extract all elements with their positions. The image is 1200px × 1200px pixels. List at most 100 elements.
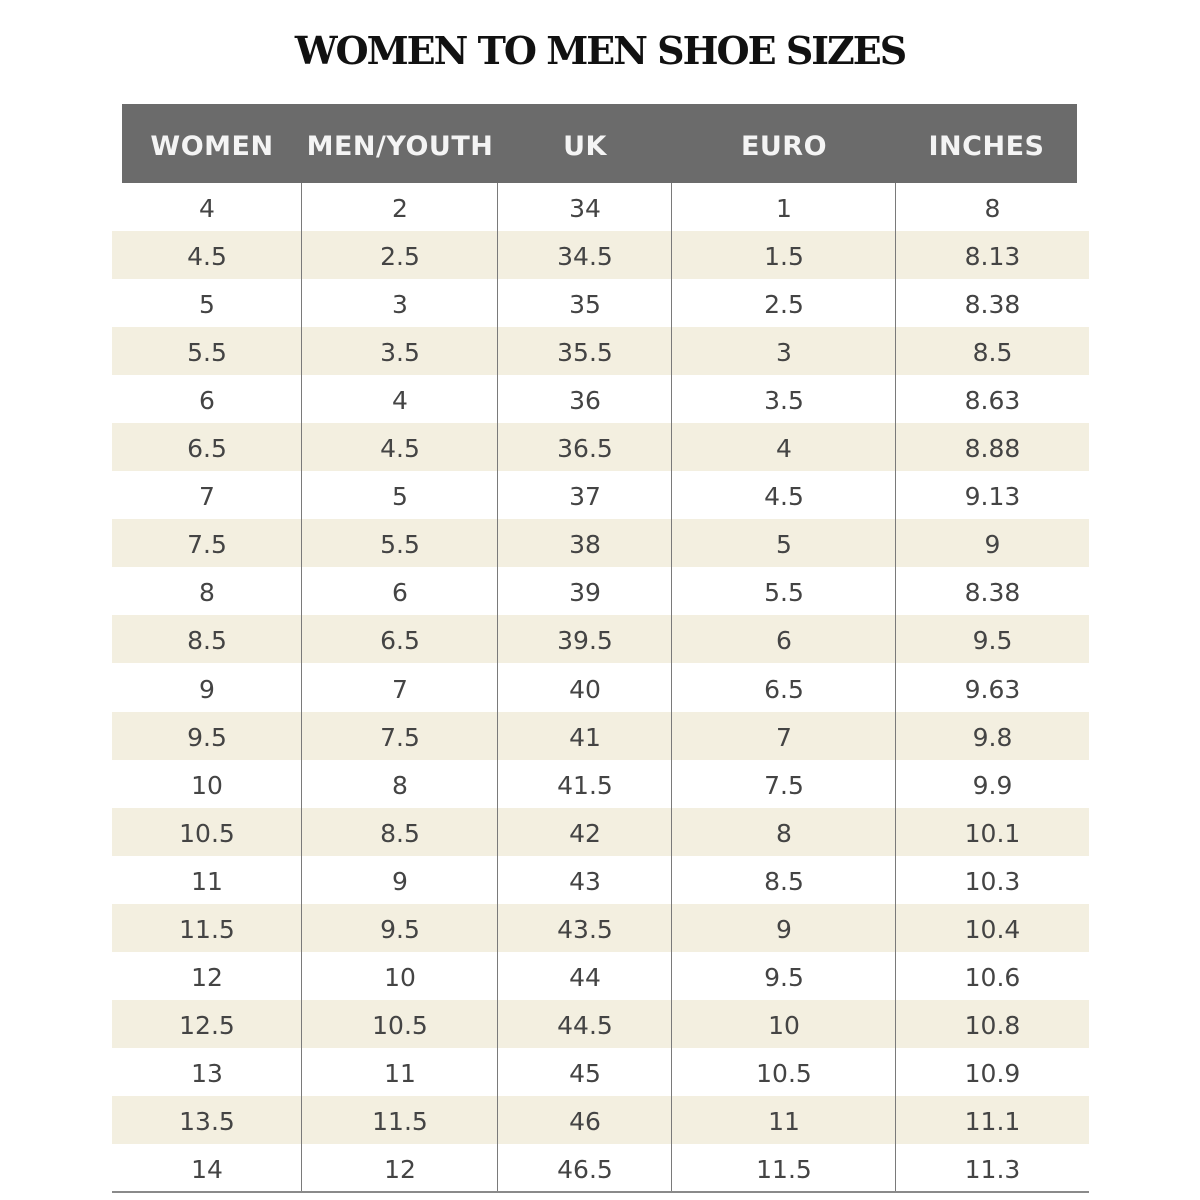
cell-inches: 9.8	[972, 722, 1013, 752]
cell-men-youth: 11	[384, 1058, 416, 1088]
column-header-women: WOMEN	[150, 131, 274, 162]
column-divider	[671, 183, 672, 1192]
column-divider	[301, 183, 302, 1192]
table-row: 5.5 3.5 35.5 3 8.5	[112, 327, 1089, 376]
cell-women: 6	[199, 386, 215, 416]
table-row: 9.5 7.5 41 7 9.8	[112, 711, 1089, 760]
cell-women: 6.5	[187, 434, 227, 464]
column-divider	[497, 183, 498, 1192]
table-row: 12 10 44 9.5 10.6	[112, 952, 1089, 1000]
cell-women: 5.5	[187, 338, 227, 368]
cell-men-youth: 3	[392, 290, 408, 320]
cell-uk: 43.5	[557, 914, 613, 944]
cell-euro: 3	[776, 338, 792, 368]
cell-euro: 4.5	[764, 482, 804, 512]
cell-uk: 34	[569, 194, 601, 223]
cell-men-youth: 8	[392, 770, 408, 800]
cell-men-youth: 9.5	[380, 914, 420, 944]
table-row: 4 2 34 1 8	[112, 183, 1089, 231]
table-body: 4 2 34 1 8 4.5 2.5 34.5 1.5 8.13 5 3 35 2.5 8.38 5.5 3.5…	[112, 183, 1089, 1192]
cell-euro: 5	[776, 530, 792, 560]
table-row: 8.5 6.5 39.5 6 9.5	[112, 615, 1089, 664]
cell-inches: 8.63	[964, 386, 1021, 416]
cell-inches: 8.88	[964, 434, 1021, 464]
cell-men-youth: 4.5	[380, 434, 420, 464]
page-title: WOMEN TO MEN SHOE SIZES	[294, 28, 907, 73]
table-row: 6.5 4.5 36.5 4 8.88	[112, 423, 1089, 472]
table-row: 10 8 41.5 7.5 9.9	[112, 760, 1089, 808]
cell-inches: 11.3	[964, 1155, 1021, 1184]
cell-uk: 46	[569, 1106, 601, 1136]
table-bottom-border	[112, 1191, 1089, 1193]
cell-euro: 7.5	[764, 770, 804, 800]
cell-inches: 9	[984, 530, 1001, 560]
cell-women: 11	[191, 866, 223, 896]
cell-uk: 35	[569, 290, 601, 320]
cell-women: 13	[191, 1058, 223, 1088]
cell-inches: 10.1	[964, 818, 1021, 848]
cell-men-youth: 7.5	[380, 722, 420, 752]
cell-euro: 11.5	[756, 1155, 812, 1184]
column-header-inches: INCHES	[928, 131, 1045, 162]
cell-men-youth: 5	[392, 482, 408, 512]
table-row: 6 4 36 3.5 8.63	[112, 375, 1089, 423]
cell-women: 8	[199, 578, 215, 608]
cell-inches: 10.8	[964, 1010, 1021, 1040]
table-row: 11.5 9.5 43.5 9 10.4	[112, 903, 1089, 952]
cell-uk: 36	[569, 386, 601, 416]
cell-uk: 45	[569, 1058, 601, 1088]
cell-uk: 42	[569, 818, 601, 848]
cell-women: 9.5	[187, 722, 227, 752]
cell-inches: 10.4	[964, 914, 1021, 944]
cell-euro: 10.5	[756, 1058, 812, 1088]
cell-men-youth: 7	[392, 674, 408, 704]
cell-inches: 8.13	[964, 242, 1021, 272]
cell-women: 7.5	[187, 530, 227, 560]
cell-uk: 36.5	[557, 434, 613, 464]
cell-uk: 34.5	[557, 242, 613, 272]
cell-women: 9	[199, 674, 215, 704]
cell-inches: 10.9	[964, 1058, 1021, 1088]
table-row: 7.5 5.5 38 5 9	[112, 519, 1089, 568]
cell-uk: 40	[569, 674, 601, 704]
cell-euro: 6	[776, 626, 792, 656]
cell-euro: 8.5	[764, 866, 804, 896]
cell-euro: 9.5	[764, 962, 804, 992]
cell-uk: 44.5	[557, 1010, 613, 1040]
table-row: 14 12 46.5 11.5 11.3	[112, 1144, 1089, 1192]
column-header-men-youth: MEN/YOUTH	[306, 131, 494, 162]
cell-women: 8.5	[187, 626, 227, 656]
cell-euro: 1	[776, 194, 792, 223]
cell-inches: 9.63	[964, 674, 1021, 704]
cell-men-youth: 11.5	[372, 1106, 428, 1136]
cell-euro: 7	[776, 722, 792, 752]
cell-women: 4	[199, 194, 215, 223]
table-row: 11 9 43 8.5 10.3	[112, 856, 1089, 904]
cell-euro: 2.5	[764, 290, 804, 320]
cell-inches: 8.38	[964, 578, 1021, 608]
cell-euro: 1.5	[764, 242, 804, 272]
cell-uk: 41.5	[557, 770, 613, 800]
cell-men-youth: 4	[392, 386, 408, 416]
table-header: WOMEN MEN/YOUTH UK EURO INCHES	[122, 104, 1077, 183]
cell-inches: 11.1	[964, 1106, 1021, 1136]
column-header-euro: EURO	[740, 131, 828, 162]
cell-men-youth: 12	[384, 1155, 416, 1184]
cell-inches: 10.6	[964, 962, 1021, 992]
cell-women: 13.5	[179, 1106, 235, 1136]
column-divider	[895, 183, 896, 1192]
table-row: 7 5 37 4.5 9.13	[112, 471, 1089, 519]
cell-euro: 9	[776, 914, 792, 944]
table-row: 8 6 39 5.5 8.38	[112, 567, 1089, 615]
table-row: 13 11 45 10.5 10.9	[112, 1048, 1089, 1096]
table-row: 10.5 8.5 42 8 10.1	[112, 807, 1089, 856]
cell-euro: 3.5	[764, 386, 804, 416]
cell-euro: 10	[768, 1010, 800, 1040]
cell-men-youth: 5.5	[380, 530, 420, 560]
table-row: 4.5 2.5 34.5 1.5 8.13	[112, 231, 1089, 280]
cell-women: 5	[199, 290, 215, 320]
table-row: 5 3 35 2.5 8.38	[112, 279, 1089, 327]
cell-uk: 38	[569, 530, 601, 560]
cell-women: 12.5	[179, 1010, 235, 1040]
cell-uk: 39.5	[557, 626, 613, 656]
